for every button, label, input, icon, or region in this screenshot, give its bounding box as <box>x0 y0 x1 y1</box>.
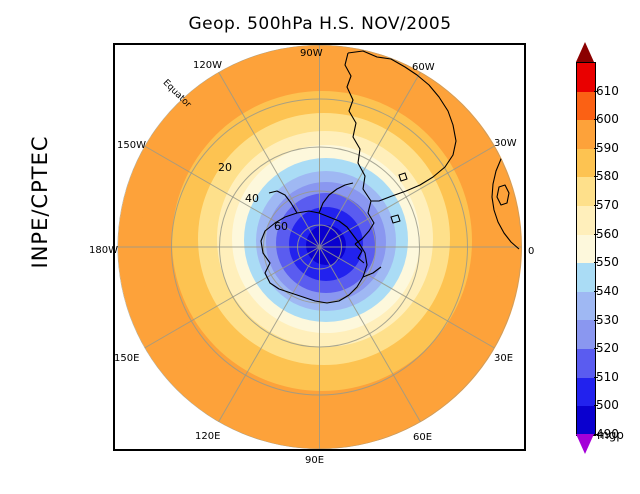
lon-label-150E: 150E <box>114 353 140 364</box>
colorbar-tickline-600 <box>594 119 598 121</box>
colorbar-band-530 <box>576 291 596 321</box>
colorbar-tick-600: 600 <box>596 112 619 127</box>
colorbar-tick-520: 520 <box>596 341 619 356</box>
colorbar-tickline-580 <box>594 176 598 178</box>
colorbar-tick-590: 590 <box>596 140 619 155</box>
colorbar-tick-560: 560 <box>596 226 619 241</box>
lon-label-150W: 150W <box>117 140 146 151</box>
colorbar-tick-510: 510 <box>596 369 619 384</box>
colorbar-band-510 <box>576 349 596 378</box>
lat-label-60: 60 <box>274 220 288 233</box>
colorbar-band-500 <box>576 377 596 407</box>
institute-label: INPE/CPTEC <box>28 135 52 269</box>
colorbar-tickline-530 <box>594 319 598 321</box>
lon-label-0: 0 <box>528 246 535 257</box>
colorbar <box>576 62 596 436</box>
lon-label-30W: 30W <box>494 138 517 149</box>
page-title: Geop. 500hPa H.S. NOV/2005 <box>188 14 452 34</box>
lon-label-90E: 90E <box>305 455 325 466</box>
colorbar-tickline-590 <box>594 147 598 149</box>
colorbar-under-arrow <box>576 434 594 454</box>
colorbar-tickline-540 <box>594 290 598 292</box>
colorbar-band-600 <box>576 91 596 121</box>
colorbar-tick-530: 530 <box>596 312 619 327</box>
colorbar-tickline-570 <box>594 205 598 207</box>
colorbar-band-590 <box>576 120 596 149</box>
colorbar-tick-500: 500 <box>596 398 619 413</box>
colorbar-tickline-520 <box>594 348 598 350</box>
colorbar-band-560 <box>576 206 596 235</box>
colorbar-tickline-510 <box>594 376 598 378</box>
map-inner: 20 40 60 Equator <box>115 45 524 449</box>
colorbar-band-570 <box>576 177 596 207</box>
lat-label-40: 40 <box>245 192 259 205</box>
lon-label-60W: 60W <box>412 62 435 73</box>
colorbar-unit-label: mgp <box>597 428 624 442</box>
lat-label-20: 20 <box>218 161 232 174</box>
colorbar-tickline-550 <box>594 262 598 264</box>
colorbar-band-540 <box>576 263 596 292</box>
colorbar-band-550 <box>576 234 596 264</box>
lon-label-120E: 120E <box>195 431 221 442</box>
colorbar-band-490 <box>576 406 596 436</box>
colorbar-tickline-560 <box>594 233 598 235</box>
colorbar-over-arrow <box>576 42 594 62</box>
colorbar-tick-540: 540 <box>596 283 619 298</box>
colorbar-band-580 <box>576 148 596 178</box>
colorbar-tick-490: 490 <box>596 427 619 441</box>
lon-label-90W: 90W <box>300 48 323 59</box>
colorbar-tickline-610 <box>594 90 598 92</box>
lon-label-120W: 120W <box>193 60 222 71</box>
lon-label-60E: 60E <box>413 432 433 443</box>
colorbar-tickline-500 <box>594 405 598 407</box>
graticule-and-coastlines <box>117 45 522 449</box>
colorbar-tick-550: 550 <box>596 255 619 270</box>
colorbar-band-610 <box>576 62 596 92</box>
map-plot-area: 20 40 60 Equator <box>113 43 526 451</box>
colorbar-band-520 <box>576 320 596 350</box>
lon-label-180W: 180W <box>89 245 118 256</box>
lon-label-30E: 30E <box>494 353 514 364</box>
colorbar-tick-580: 580 <box>596 169 619 184</box>
colorbar-tick-610: 610 <box>596 83 619 98</box>
colorbar-tickline-490 <box>594 434 598 435</box>
colorbar-tick-570: 570 <box>596 198 619 213</box>
